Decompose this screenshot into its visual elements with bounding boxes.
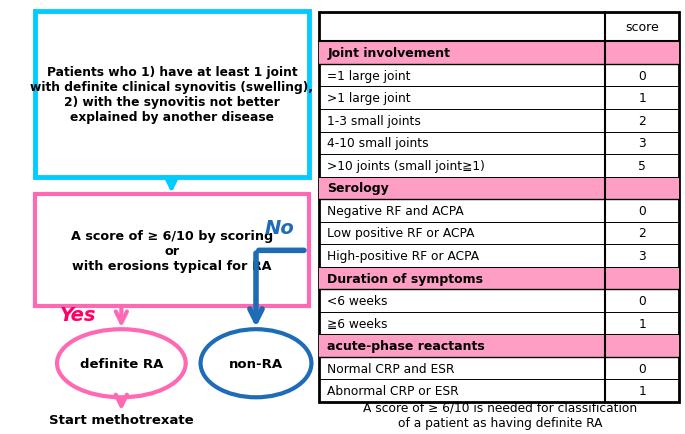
- Text: Start methotrexate: Start methotrexate: [49, 413, 194, 426]
- Bar: [319, 177, 679, 200]
- Text: A score of ≥ 6/10 by scoring
or
with erosions typical for RA: A score of ≥ 6/10 by scoring or with ero…: [71, 229, 273, 272]
- Text: 0: 0: [638, 294, 646, 307]
- Text: Duration of symptoms: Duration of symptoms: [327, 272, 483, 285]
- Text: Patients who 1) have at least 1 joint
with definite clinical synovitis (swelling: Patients who 1) have at least 1 joint wi…: [30, 66, 313, 124]
- Text: No: No: [265, 219, 295, 238]
- Text: Normal CRP and ESR: Normal CRP and ESR: [327, 362, 455, 375]
- Text: A score of ≥ 6/10 is needed for classification
of a patient as having definite R: A score of ≥ 6/10 is needed for classifi…: [363, 401, 637, 429]
- Text: Abnormal CRP or ESR: Abnormal CRP or ESR: [327, 385, 459, 398]
- Text: 4-10 small joints: 4-10 small joints: [327, 137, 429, 150]
- Text: 2: 2: [638, 227, 646, 240]
- Ellipse shape: [57, 329, 186, 398]
- Text: non-RA: non-RA: [229, 357, 283, 370]
- Text: 1-3 small joints: 1-3 small joints: [327, 115, 421, 128]
- Text: <6 weeks: <6 weeks: [327, 294, 388, 307]
- Text: 0: 0: [638, 204, 646, 217]
- Text: Joint involvement: Joint involvement: [327, 47, 450, 60]
- Text: Serology: Serology: [327, 182, 389, 195]
- Text: 1: 1: [638, 385, 646, 398]
- Text: 0: 0: [638, 69, 646, 82]
- Text: ≧6 weeks: ≧6 weeks: [327, 317, 388, 330]
- Text: 3: 3: [638, 137, 646, 150]
- Text: 0: 0: [638, 362, 646, 375]
- Bar: [319, 13, 679, 402]
- Bar: [319, 335, 679, 357]
- FancyBboxPatch shape: [35, 195, 309, 307]
- Text: 5: 5: [638, 159, 646, 172]
- Text: >1 large joint: >1 large joint: [327, 92, 411, 105]
- Text: Negative RF and ACPA: Negative RF and ACPA: [327, 204, 464, 217]
- Bar: [319, 267, 679, 289]
- Text: acute-phase reactants: acute-phase reactants: [327, 339, 485, 352]
- Bar: [319, 42, 679, 65]
- Text: High-positive RF or ACPA: High-positive RF or ACPA: [327, 250, 480, 263]
- Text: Yes: Yes: [60, 305, 96, 324]
- Text: definite RA: definite RA: [79, 357, 163, 370]
- Text: 2: 2: [638, 115, 646, 128]
- Text: Low positive RF or ACPA: Low positive RF or ACPA: [327, 227, 475, 240]
- Text: 1: 1: [638, 317, 646, 330]
- Text: =1 large joint: =1 large joint: [327, 69, 411, 82]
- Text: >10 joints (small joint≧1): >10 joints (small joint≧1): [327, 159, 485, 172]
- Ellipse shape: [201, 329, 312, 398]
- Text: 3: 3: [638, 250, 646, 263]
- Text: score: score: [625, 21, 659, 34]
- Text: 1: 1: [638, 92, 646, 105]
- FancyBboxPatch shape: [35, 12, 309, 178]
